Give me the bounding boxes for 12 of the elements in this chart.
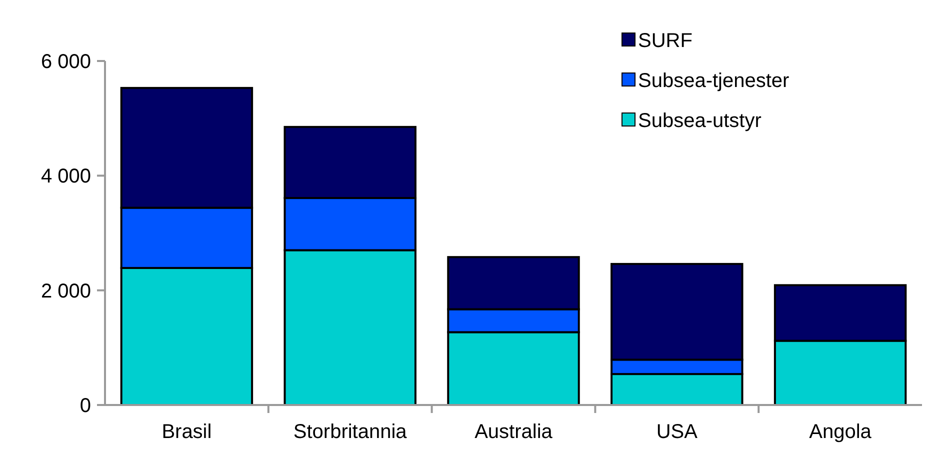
x-tick-label: Storbritannia xyxy=(293,421,408,443)
x-tick-label: Australia xyxy=(474,421,554,443)
y-tick-label: 0 xyxy=(80,395,91,417)
y-tick-label: 4 000 xyxy=(40,166,91,188)
x-tick-label: Angola xyxy=(809,421,872,443)
legend-label: Subsea-utstyr xyxy=(638,110,762,132)
legend-label: SURF xyxy=(638,30,692,52)
x-tick-label: Brasil xyxy=(162,421,212,443)
y-tick-label: 6 000 xyxy=(40,51,91,73)
legend-label: Subsea-tjenester xyxy=(638,70,790,92)
y-tick-label: 2 000 xyxy=(40,280,91,302)
x-tick-label: USA xyxy=(656,421,698,443)
